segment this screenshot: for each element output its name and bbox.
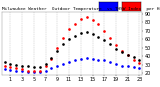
Text: Milwaukee Weather  Outdoor Temperature  vs THSW Index  per Hour  (24 Hours): Milwaukee Weather Outdoor Temperature vs…: [2, 7, 160, 11]
